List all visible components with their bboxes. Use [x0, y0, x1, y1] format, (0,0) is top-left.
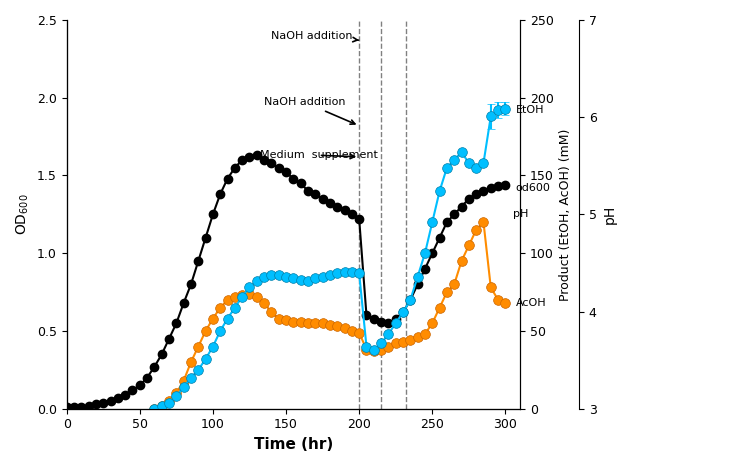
Text: EtOH: EtOH [516, 105, 544, 115]
Y-axis label: Product (EtOH, AcOH) (mM): Product (EtOH, AcOH) (mM) [559, 128, 572, 301]
Text: NaOH addition: NaOH addition [272, 30, 359, 42]
Y-axis label: OD$_{600}$: OD$_{600}$ [15, 193, 31, 235]
Text: AcOH: AcOH [516, 298, 546, 308]
Text: NaOH addition: NaOH addition [264, 98, 355, 124]
Y-axis label: pH: pH [602, 205, 616, 224]
Text: od600: od600 [516, 183, 551, 193]
Text: Medium  supplement: Medium supplement [260, 150, 378, 160]
Text: pH: pH [513, 209, 528, 219]
X-axis label: Time (hr): Time (hr) [254, 437, 333, 452]
